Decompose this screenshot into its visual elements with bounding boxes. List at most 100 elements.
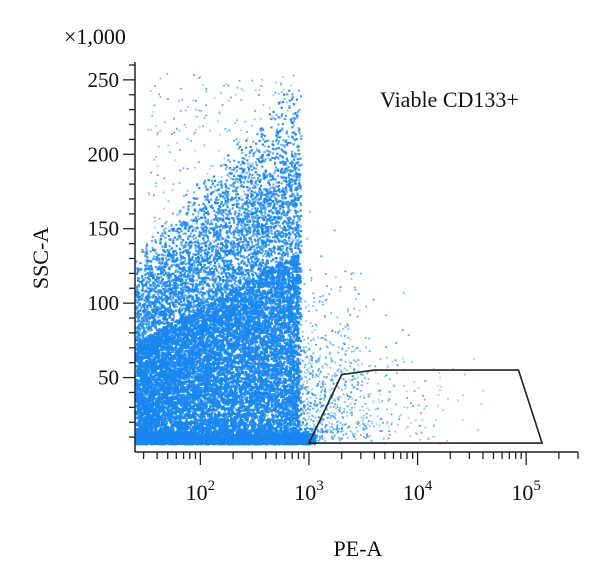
data-point: [135, 320, 138, 323]
data-point: [223, 269, 226, 272]
data-point: [200, 267, 203, 270]
data-point: [219, 285, 222, 288]
data-point: [252, 427, 255, 430]
data-point: [275, 129, 279, 132]
data-point: [269, 339, 272, 342]
data-point: [248, 277, 251, 280]
data-point: [296, 247, 300, 250]
data-point: [239, 238, 242, 241]
data-point: [185, 281, 188, 284]
data-point: [176, 238, 179, 241]
data-point: [257, 277, 260, 280]
data-point: [213, 209, 216, 212]
data-point: [251, 208, 254, 211]
data-point: [289, 184, 292, 188]
data-point: [280, 244, 283, 248]
data-point: [207, 179, 210, 182]
y-multiplier-label: ×1,000: [64, 24, 126, 49]
data-point: [299, 202, 302, 205]
data-point: [145, 248, 148, 251]
data-point: [288, 209, 291, 212]
data-point: [288, 219, 291, 222]
data-point: [205, 344, 208, 347]
data-point: [172, 238, 175, 241]
data-point: [270, 229, 273, 232]
data-point: [157, 305, 160, 308]
data-point: [249, 245, 252, 249]
data-point: [254, 271, 257, 274]
data-point: [272, 152, 275, 155]
data-point: [204, 314, 207, 318]
data-point: [231, 277, 234, 280]
data-point: [272, 336, 275, 339]
data-point: [203, 226, 206, 229]
data-point: [162, 273, 165, 277]
data-point: [168, 266, 171, 269]
data-point: [297, 89, 300, 92]
data-point: [159, 421, 162, 424]
data-point: [213, 179, 217, 182]
data-point: [273, 417, 276, 420]
data-point: [155, 385, 158, 388]
data-point: [136, 285, 139, 288]
data-point: [254, 258, 257, 261]
data-point: [261, 235, 264, 238]
data-point: [155, 255, 158, 259]
data-point: [268, 205, 271, 208]
data-point: [160, 279, 163, 282]
data-point: [248, 275, 251, 278]
data-point: [179, 413, 182, 416]
data-point: [187, 238, 190, 241]
data-point: [287, 218, 290, 221]
data-point: [284, 235, 287, 238]
data-point: [257, 242, 260, 245]
data-point: [196, 310, 199, 314]
data-point: [220, 283, 223, 286]
data-point: [232, 246, 235, 250]
data-point: [187, 248, 190, 252]
data-point: [269, 151, 272, 154]
data-point: [163, 319, 166, 322]
data-point: [234, 355, 237, 358]
data-point: [145, 283, 148, 286]
data-point: [249, 229, 252, 232]
data-point: [294, 205, 298, 208]
data-point: [267, 266, 271, 269]
data-point: [202, 296, 205, 300]
data-point: [166, 283, 169, 286]
data-point: [253, 176, 256, 180]
data-point: [158, 253, 161, 256]
data-point: [241, 363, 244, 366]
data-point: [227, 201, 230, 204]
data-point: [259, 127, 262, 130]
data-point: [137, 317, 140, 320]
data-point: [149, 264, 152, 267]
data-point: [276, 313, 279, 316]
data-point: [180, 271, 183, 275]
data-point: [269, 302, 272, 305]
data-point: [221, 204, 224, 207]
data-point: [274, 166, 278, 169]
data-point: [253, 191, 256, 194]
data-point: [234, 253, 237, 256]
data-point: [274, 234, 277, 237]
data-point: [204, 400, 207, 404]
data-point: [249, 405, 252, 408]
data-point: [294, 209, 297, 212]
data-point: [161, 259, 165, 262]
data-point: [161, 288, 165, 291]
data-point: [191, 225, 194, 228]
data-point: [224, 194, 227, 197]
data-point: [218, 265, 221, 268]
data-point: [290, 170, 293, 174]
data-point: [282, 209, 285, 212]
data-point: [256, 238, 260, 241]
data-point: [186, 235, 189, 239]
data-point: [233, 245, 237, 248]
data-point: [247, 257, 250, 260]
data-point: [175, 224, 178, 227]
data-point: [213, 229, 216, 232]
data-point: [299, 209, 302, 212]
data-point: [253, 203, 256, 206]
data-point: [208, 258, 211, 261]
